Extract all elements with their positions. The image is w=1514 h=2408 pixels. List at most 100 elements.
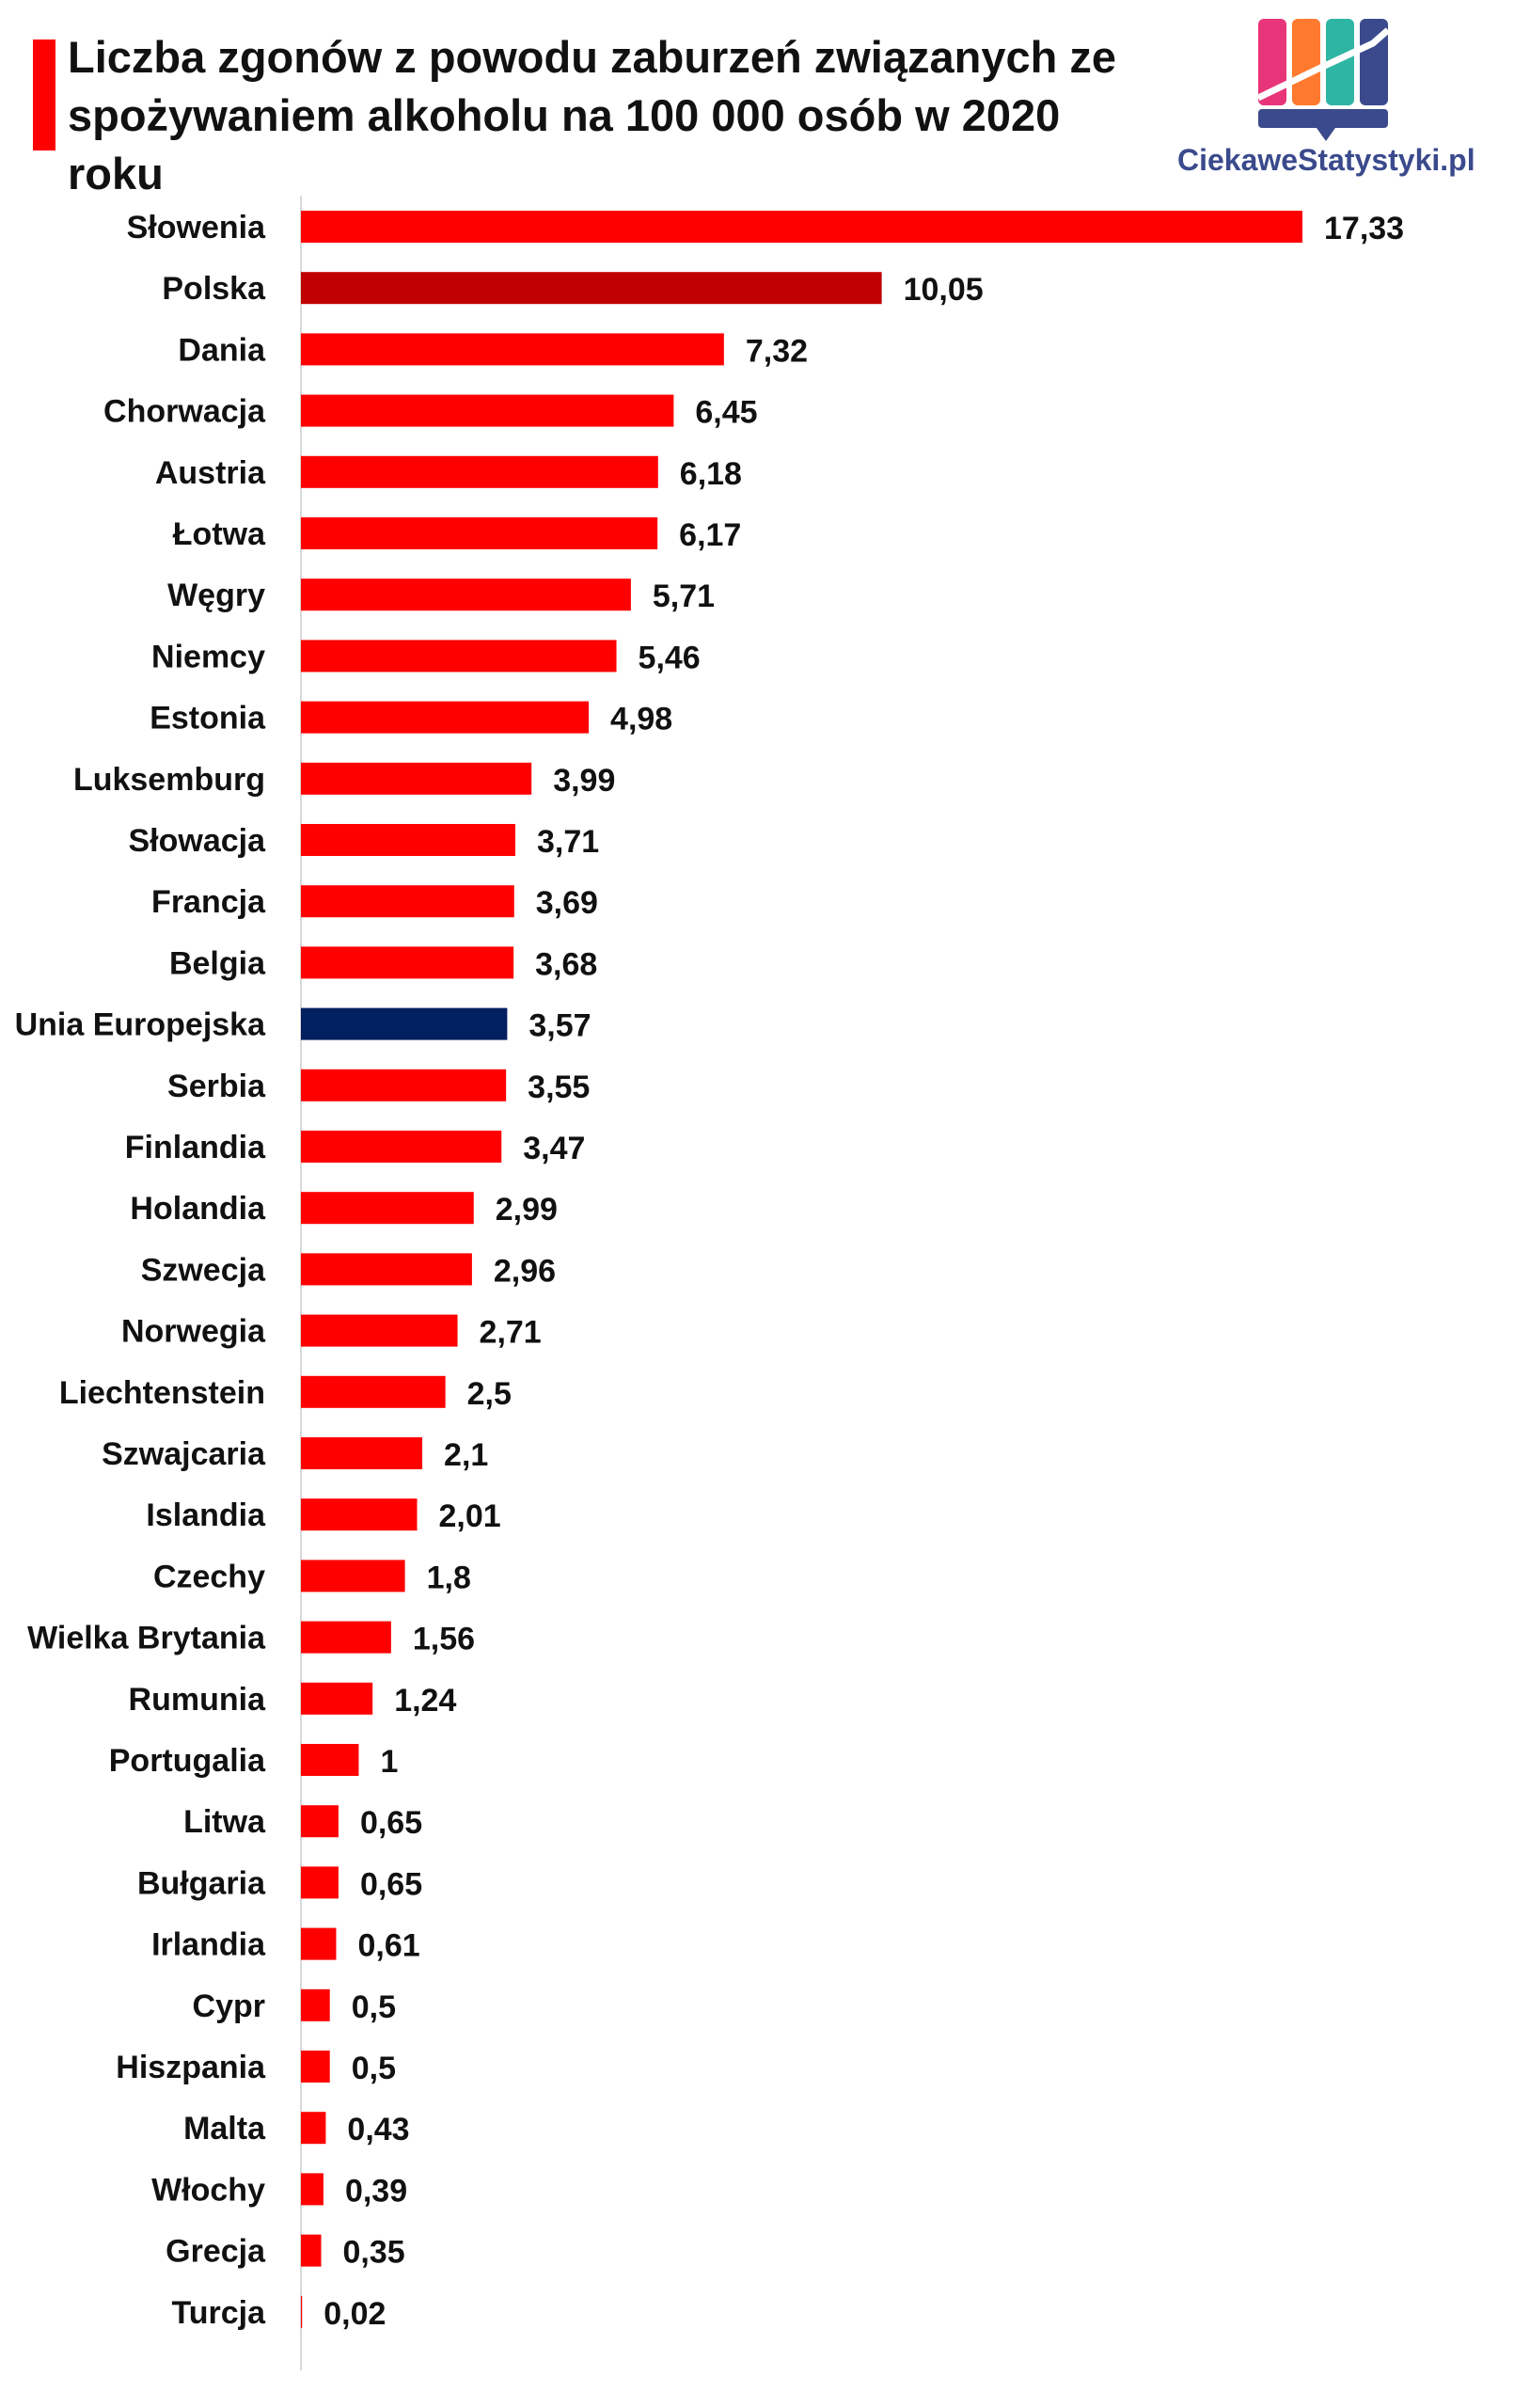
bar-niemcy — [301, 640, 617, 673]
value-label-hiszpania: 0,5 — [352, 2051, 396, 2086]
bar-irlandia — [301, 1927, 337, 1960]
category-label-belgia: Belgia — [169, 945, 266, 981]
category-label-szwecja: Szwecja — [141, 1252, 266, 1288]
category-label-islandia: Islandia — [146, 1497, 266, 1533]
bar-rumunia — [301, 1682, 373, 1715]
bar-turcja — [301, 2295, 303, 2328]
bar-portugalia — [301, 1744, 359, 1776]
value-label-francja: 3,69 — [536, 885, 598, 921]
category-label-francja: Francja — [151, 884, 266, 920]
value-label-turcja: 0,02 — [323, 2296, 386, 2332]
category-label-malta: Malta — [183, 2111, 266, 2147]
category-label-chorwacja: Chorwacja — [103, 394, 266, 430]
chart-title: Liczba zgonów z powodu zaburzeń związany… — [68, 32, 1117, 198]
category-label-litwa: Litwa — [183, 1804, 266, 1840]
bar-austria — [301, 455, 658, 488]
category-label-wlochy: Włochy — [151, 2172, 265, 2208]
value-label-litwa: 0,65 — [360, 1805, 422, 1841]
value-label-rumunia: 1,24 — [394, 1683, 456, 1719]
value-label-finlandia: 3,47 — [523, 1131, 585, 1166]
value-label-wielka-brytania: 1,56 — [413, 1622, 475, 1657]
bar-hiszpania — [301, 2051, 330, 2083]
value-label-luksemburg: 3,99 — [553, 763, 615, 799]
category-label-estonia: Estonia — [150, 701, 266, 737]
value-label-szwecja: 2,96 — [494, 1253, 556, 1289]
category-label-rumunia: Rumunia — [129, 1682, 267, 1718]
value-label-slowenia: 17,33 — [1324, 211, 1404, 246]
bar-unia-europejska — [301, 1007, 508, 1040]
category-label-czechy: Czechy — [153, 1559, 265, 1594]
category-label-hiszpania: Hiszpania — [116, 2050, 266, 2085]
value-label-portugalia: 1 — [380, 1744, 398, 1780]
value-label-estonia: 4,98 — [610, 702, 672, 737]
category-label-irlandia: Irlandia — [151, 1927, 266, 1963]
bar-bulgaria — [301, 1866, 339, 1899]
bar-wegry — [301, 578, 631, 611]
bar-finlandia — [301, 1131, 502, 1163]
value-label-irlandia: 0,61 — [357, 1928, 419, 1964]
value-label-dania: 7,32 — [746, 333, 808, 369]
bar-szwajcaria — [301, 1437, 423, 1469]
bar-dania — [301, 333, 724, 366]
bar-holandia — [301, 1192, 474, 1225]
value-label-norwegia: 2,71 — [480, 1315, 542, 1351]
logo-icon — [1256, 19, 1391, 141]
bar-chart: Słowenia Polska Dania Chorwacja Austria Łotwa… — [15, 196, 1404, 2370]
value-labels-group: 17,33 10,05 7,32 6,45 6,18 6,17 5,71 5,46 4,98 3,… — [323, 211, 1404, 2332]
bar-szwecja — [301, 1253, 472, 1286]
category-label-cypr: Cypr — [193, 1988, 265, 2024]
bar-wlochy — [301, 2173, 323, 2206]
header: Liczba zgonów z powodu zaburzeń związany… — [0, 0, 1514, 198]
bar-malta — [301, 2112, 326, 2145]
value-label-niemcy: 5,46 — [639, 640, 701, 675]
value-label-lotwa: 6,17 — [679, 517, 741, 553]
value-label-holandia: 2,99 — [496, 1192, 558, 1228]
category-label-luksemburg: Luksemburg — [73, 762, 265, 798]
category-label-portugalia: Portugalia — [109, 1743, 266, 1779]
logo-text: CiekaweStatystyki.pl — [1177, 143, 1475, 177]
value-label-wlochy: 0,39 — [345, 2173, 407, 2209]
category-label-liechtenstein: Liechtenstein — [59, 1375, 265, 1411]
bar-wielka-brytania — [301, 1621, 391, 1654]
category-label-serbia: Serbia — [167, 1069, 266, 1104]
bar-czechy — [301, 1560, 405, 1592]
bar-estonia — [301, 701, 590, 734]
category-label-turcja: Turcja — [171, 2295, 266, 2331]
bar-cypr — [301, 1988, 330, 2021]
category-label-austria: Austria — [155, 455, 266, 491]
value-label-szwajcaria: 2,1 — [444, 1437, 488, 1473]
bar-norwegia — [301, 1314, 458, 1347]
value-label-serbia: 3,55 — [528, 1069, 590, 1105]
bar-chorwacja — [301, 394, 674, 427]
category-labels-group: Słowenia Polska Dania Chorwacja Austria Łotwa… — [15, 210, 267, 2331]
value-label-austria: 6,18 — [680, 456, 742, 492]
bar-slowacja — [301, 824, 515, 856]
category-label-szwajcaria: Szwajcaria — [102, 1436, 266, 1472]
category-label-niemcy: Niemcy — [151, 639, 265, 674]
category-label-finlandia: Finlandia — [125, 1130, 266, 1165]
bars-group — [301, 211, 1302, 2328]
bar-lotwa — [301, 517, 658, 549]
bar-liechtenstein — [301, 1375, 446, 1408]
category-label-slowacja: Słowacja — [128, 823, 266, 859]
title-accent-bar — [33, 40, 55, 150]
value-label-grecja: 0,35 — [343, 2235, 405, 2271]
value-label-belgia: 3,68 — [535, 946, 597, 982]
bar-belgia — [301, 946, 514, 979]
value-label-slowacja: 3,71 — [537, 824, 599, 860]
category-label-norwegia: Norwegia — [121, 1314, 266, 1350]
value-label-wegry: 5,71 — [653, 578, 715, 614]
value-label-czechy: 1,8 — [427, 1560, 471, 1595]
value-label-liechtenstein: 2,5 — [467, 1376, 512, 1412]
bar-islandia — [301, 1498, 418, 1531]
category-label-polska: Polska — [162, 271, 266, 307]
category-label-grecja: Grecja — [166, 2234, 266, 2270]
category-label-unia-europejska: Unia Europejska — [15, 1007, 267, 1043]
category-label-wegry: Węgry — [167, 578, 265, 613]
category-label-wielka-brytania: Wielka Brytania — [27, 1621, 266, 1656]
category-label-lotwa: Łotwa — [173, 516, 266, 552]
bar-polska — [301, 272, 882, 305]
category-label-slowenia: Słowenia — [127, 210, 266, 246]
category-label-holandia: Holandia — [130, 1191, 266, 1227]
bar-luksemburg — [301, 762, 532, 795]
